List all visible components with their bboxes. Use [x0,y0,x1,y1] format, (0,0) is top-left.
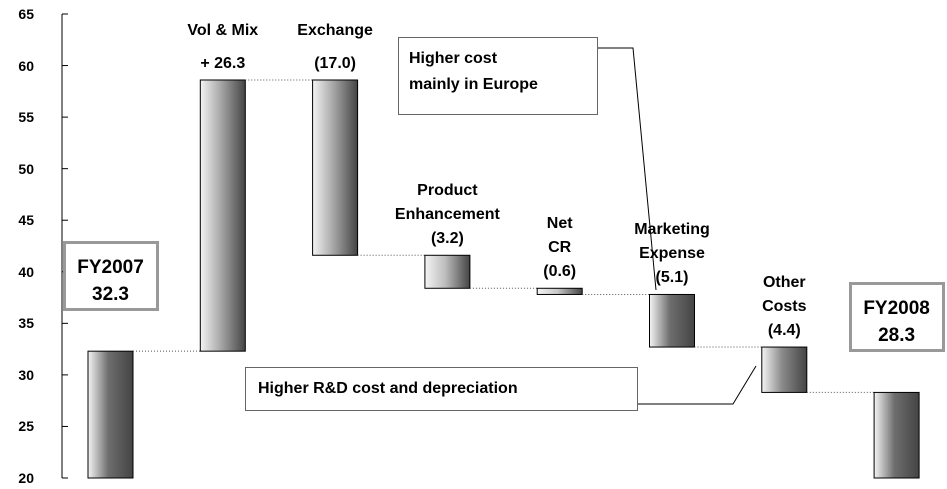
category-label: Marketing Expense [634,221,710,263]
category-label: Product Enhancement [394,182,500,224]
bar [649,293,695,348]
category-label: Other Costs [762,274,807,316]
y-tick-label: 20 [18,470,34,486]
bar [312,79,359,256]
value-label: (0.6) [543,263,577,281]
y-tick-label: 30 [18,366,34,383]
y-tick-label: 25 [18,418,34,435]
annotation: Higher R&D cost and depreciation [245,367,638,411]
bar [873,391,920,479]
category-label: Exchange [297,21,373,39]
bar [87,350,134,479]
bar [761,346,808,393]
total-box [62,241,159,312]
category-label: Net CR [546,215,573,257]
y-tick-label: 60 [18,57,34,74]
category-label: FY2008 [863,298,930,320]
y-tick-label: 55 [18,109,34,126]
bar [199,79,246,352]
bar [424,254,471,289]
value-label: (3.2) [430,230,464,248]
y-tick-label: 65 [18,6,34,22]
annotation-leader [637,365,757,405]
value-label: (5.1) [655,269,689,287]
category-label: Vol & Mix [187,21,259,39]
category-label: FY2007 [77,257,144,279]
annotation: Higher cost mainly in Europe [398,37,598,115]
bar [536,287,583,295]
value-label: + 26.3 [200,54,246,72]
y-tick-label: 35 [18,315,34,332]
total-box [848,282,945,353]
annotation-leader [597,47,657,291]
value-label: (17.0) [314,54,356,72]
y-tick-label: 45 [18,212,34,229]
y-tick-label: 50 [18,160,34,177]
value-label: (4.4) [767,322,801,340]
y-tick-label: 40 [18,263,34,280]
value-label: 32.3 [92,284,129,306]
value-label: 28.3 [878,325,916,347]
